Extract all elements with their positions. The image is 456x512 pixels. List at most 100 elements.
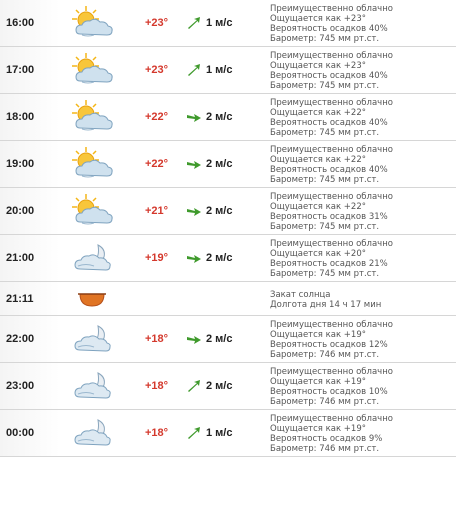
- wind-speed: 1 м/с: [206, 17, 233, 29]
- row-wind: 1 м/с: [186, 425, 246, 441]
- detail-line: Ощущается как +23°: [270, 61, 366, 71]
- detail-line: Барометр: 745 мм рт.ст.: [270, 269, 380, 279]
- row-details: Закат солнца Долгота дня 14 ч 17 мин: [270, 290, 452, 310]
- row-time: 00:00: [6, 427, 35, 439]
- row-wind: 1 м/с: [186, 62, 246, 78]
- forecast-row: 22:00 +18° 2 м/с Преимущественно облачно…: [0, 316, 456, 363]
- row-time: 18:00: [6, 111, 35, 123]
- detail-line: Вероятность осадков 40%: [270, 118, 388, 128]
- detail-line: Ощущается как +19°: [270, 330, 366, 340]
- wind-speed: 1 м/с: [206, 427, 233, 439]
- forecast-row: 00:00 +18° 1 м/с Преимущественно облачно…: [0, 410, 456, 457]
- row-temperature: +18°: [145, 427, 169, 439]
- forecast-row: 19:00 +22° 2 м/с Преимущественно облачно…: [0, 141, 456, 188]
- row-wind: 2 м/с: [186, 250, 246, 266]
- forecast-row: 20:00 +21° 2 м/с Преимущественно облачно…: [0, 188, 456, 235]
- row-time: 21:11: [6, 292, 34, 305]
- row-temperature: +22°: [145, 158, 169, 170]
- wind-direction-icon: [186, 63, 202, 77]
- wind-direction-icon: [186, 251, 202, 265]
- detail-line: Преимущественно облачно: [270, 320, 393, 330]
- detail-line: Ощущается как +23°: [270, 14, 366, 24]
- row-time: 23:00: [6, 380, 35, 392]
- partly-cloudy-moon-icon: [68, 414, 116, 452]
- detail-line: Ощущается как +19°: [270, 377, 366, 387]
- wind-direction-icon: [186, 204, 202, 218]
- wind-direction-icon: [186, 426, 202, 440]
- wind-speed: 1 м/с: [206, 64, 233, 76]
- row-details: Преимущественно облачно Ощущается как +19…: [270, 320, 452, 360]
- row-temperature: +19°: [145, 252, 169, 264]
- detail-line: Преимущественно облачно: [270, 51, 393, 61]
- row-details: Преимущественно облачно Ощущается как +20…: [270, 239, 452, 279]
- row-time: 19:00: [6, 158, 35, 170]
- row-details: Преимущественно облачно Ощущается как +22…: [270, 192, 452, 232]
- wind-speed: 2 м/с: [206, 252, 233, 264]
- forecast-row: 18:00 +22° 2 м/с Преимущественно облачно…: [0, 94, 456, 141]
- wind-speed: 2 м/с: [206, 205, 233, 217]
- detail-line: Вероятность осадков 10%: [270, 387, 388, 397]
- wind-direction-icon: [186, 379, 202, 393]
- detail-line: Барометр: 746 мм рт.ст.: [270, 397, 380, 407]
- wind-direction-icon: [186, 110, 202, 124]
- partly-cloudy-sun-icon: [68, 98, 116, 136]
- detail-line: Вероятность осадков 40%: [270, 71, 388, 81]
- detail-line: Закат солнца: [270, 290, 331, 300]
- detail-line: Ощущается как +22°: [270, 202, 366, 212]
- row-details: Преимущественно облачно Ощущается как +19…: [270, 414, 452, 454]
- detail-line: Ощущается как +22°: [270, 155, 366, 165]
- row-details: Преимущественно облачно Ощущается как +19…: [270, 367, 452, 407]
- partly-cloudy-sun-icon: [68, 192, 116, 230]
- detail-line: Вероятность осадков 40%: [270, 24, 388, 34]
- row-temperature: +18°: [145, 333, 169, 345]
- forecast-row: 17:00 +23° 1 м/с Преимущественно облачно…: [0, 47, 456, 94]
- row-wind: 2 м/с: [186, 109, 246, 125]
- row-time: 20:00: [6, 205, 35, 217]
- detail-line: Барометр: 745 мм рт.ст.: [270, 222, 380, 232]
- detail-line: Вероятность осадков 9%: [270, 434, 383, 444]
- row-wind: 2 м/с: [186, 331, 246, 347]
- detail-line: Преимущественно облачно: [270, 192, 393, 202]
- row-time: 17:00: [6, 64, 35, 76]
- detail-line: Барометр: 745 мм рт.ст.: [270, 81, 380, 91]
- forecast-row: 16:00 +23° 1 м/с Преимущественно облачно…: [0, 0, 456, 47]
- detail-line: Ощущается как +19°: [270, 424, 366, 434]
- forecast-row: 21:11 Закат солнца Долгота дня 14 ч 17 ми…: [0, 282, 456, 316]
- detail-line: Вероятность осадков 12%: [270, 340, 388, 350]
- wind-speed: 2 м/с: [206, 380, 233, 392]
- detail-line: Преимущественно облачно: [270, 145, 393, 155]
- detail-line: Барометр: 746 мм рт.ст.: [270, 350, 380, 360]
- detail-line: Преимущественно облачно: [270, 414, 393, 424]
- detail-line: Вероятность осадков 40%: [270, 165, 388, 175]
- row-wind: 2 м/с: [186, 203, 246, 219]
- partly-cloudy-sun-icon: [68, 4, 116, 42]
- partly-cloudy-moon-icon: [68, 367, 116, 405]
- detail-line: Преимущественно облачно: [270, 4, 393, 14]
- row-time: 22:00: [6, 333, 35, 345]
- row-wind: 2 м/с: [186, 156, 246, 172]
- row-details: Преимущественно облачно Ощущается как +23…: [270, 51, 452, 91]
- detail-line: Барометр: 745 мм рт.ст.: [270, 34, 380, 44]
- row-details: Преимущественно облачно Ощущается как +23…: [270, 4, 452, 44]
- row-details: Преимущественно облачно Ощущается как +22…: [270, 98, 452, 138]
- row-details: Преимущественно облачно Ощущается как +22…: [270, 145, 452, 185]
- detail-line: Преимущественно облачно: [270, 239, 393, 249]
- detail-line: Барометр: 746 мм рт.ст.: [270, 444, 380, 454]
- wind-direction-icon: [186, 332, 202, 346]
- detail-line: Ощущается как +20°: [270, 249, 366, 259]
- wind-speed: 2 м/с: [206, 333, 233, 345]
- wind-direction-icon: [186, 16, 202, 30]
- detail-line: Вероятность осадков 31%: [270, 212, 388, 222]
- row-time: 21:00: [6, 252, 35, 264]
- detail-line: Преимущественно облачно: [270, 98, 393, 108]
- row-wind: 2 м/с: [186, 378, 246, 394]
- wind-direction-icon: [186, 157, 202, 171]
- forecast-row: 21:00 +19° 2 м/с Преимущественно облачно…: [0, 235, 456, 282]
- row-temperature: +22°: [145, 111, 169, 123]
- wind-speed: 2 м/с: [206, 158, 233, 170]
- detail-line: Вероятность осадков 21%: [270, 259, 388, 269]
- partly-cloudy-sun-icon: [68, 51, 116, 89]
- detail-line: Преимущественно облачно: [270, 367, 393, 377]
- detail-line: Долгота дня 14 ч 17 мин: [270, 300, 382, 310]
